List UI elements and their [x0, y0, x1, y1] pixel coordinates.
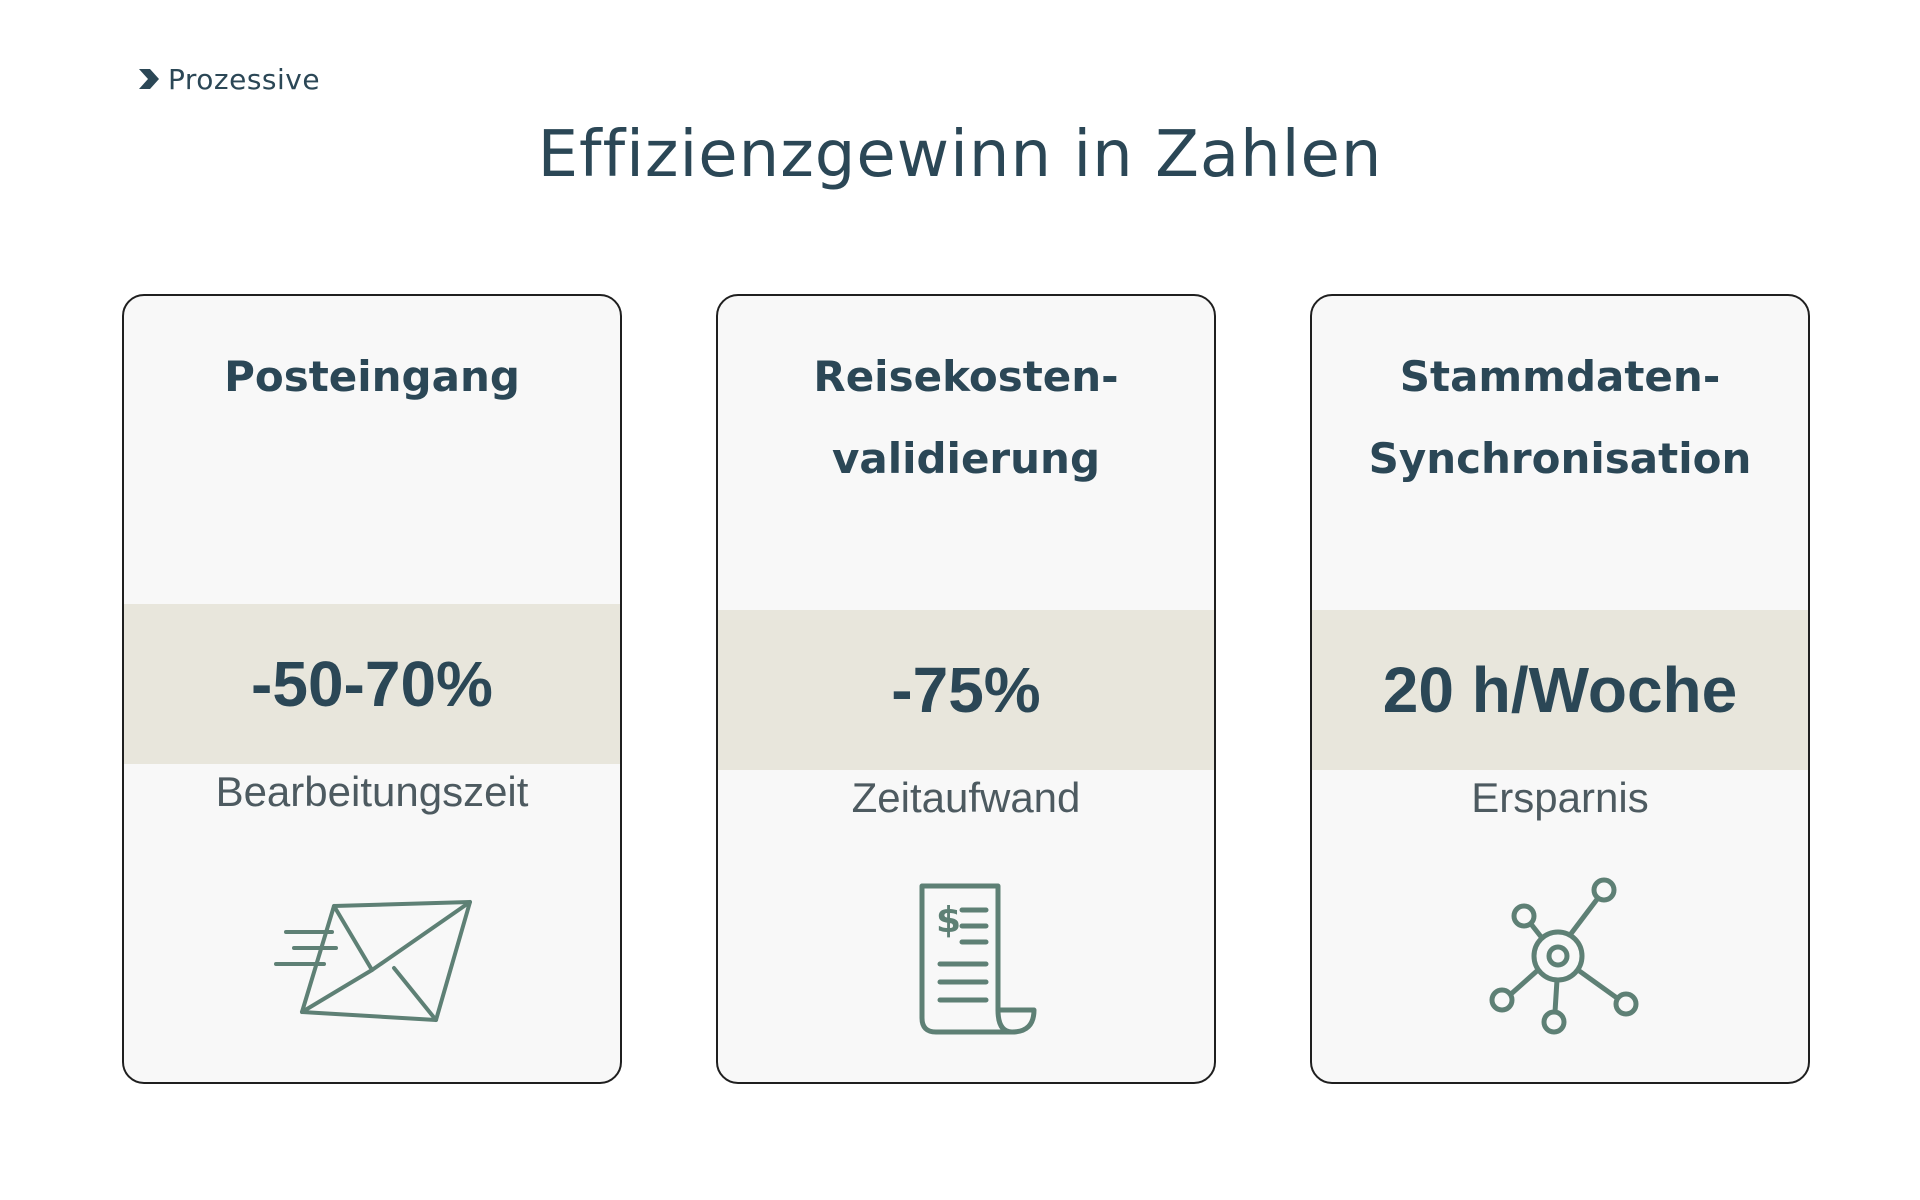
metric-label: Bearbeitungszeit: [215, 768, 529, 815]
card-title-line: validierung: [831, 434, 1101, 483]
receipt-icon: $: [919, 883, 1037, 1035]
card-stammdaten: Stammdaten- Synchronisation 20 h/Woche E…: [1310, 294, 1810, 1084]
card-reisekosten: Reisekosten- validierung -75% Zeitaufwan…: [716, 294, 1216, 1084]
logo: Prozessive: [136, 62, 320, 96]
metric-label: Ersparnis: [1471, 774, 1649, 821]
metric-value: -50-70%: [251, 648, 493, 720]
metric-band: 20 h/Woche: [1312, 610, 1808, 770]
card-title: Posteingang: [124, 336, 620, 418]
envelope-icon: [274, 900, 472, 1022]
metric-label: Zeitaufwand: [851, 774, 1081, 821]
card-title: Reisekosten- validierung: [718, 336, 1214, 500]
metric-band: -75%: [718, 610, 1214, 770]
svg-text:$: $: [936, 900, 961, 941]
network-icon: [1489, 877, 1639, 1035]
metric-band: -50-70%: [124, 604, 620, 764]
card-title-line: Stammdaten-: [1399, 352, 1721, 401]
page-title: Effizienzgewinn in Zahlen: [537, 118, 1383, 192]
logo-text: Prozessive: [168, 62, 321, 96]
card-title: Stammdaten- Synchronisation: [1312, 336, 1808, 500]
chevron-right-icon: [139, 69, 159, 89]
card-title-line: Synchronisation: [1368, 434, 1752, 483]
metric-value: 20 h/Woche: [1382, 654, 1738, 726]
card-posteingang: Posteingang -50-70% Bearbeitungszeit: [122, 294, 622, 1084]
metric-value: -75%: [891, 654, 1041, 726]
card-title-line: Posteingang: [224, 352, 520, 401]
card-title-line: Reisekosten-: [813, 352, 1119, 401]
